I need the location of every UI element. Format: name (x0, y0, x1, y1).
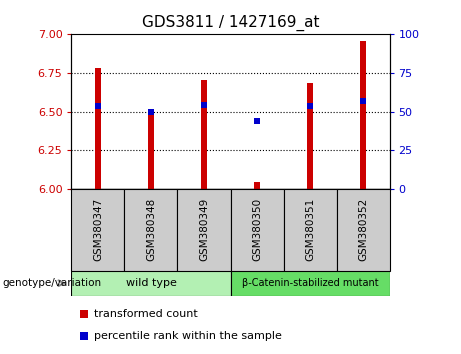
Bar (71, 271, 230, 296)
Text: transformed count: transformed count (94, 308, 197, 319)
Text: GSM380350: GSM380350 (252, 198, 262, 261)
Text: GSM380352: GSM380352 (358, 198, 368, 261)
Bar (177, 189, 230, 271)
Bar (201, 80, 207, 189)
Bar (284, 189, 337, 271)
Bar (71, 189, 124, 271)
Text: β-Catenin-stabilized mutant: β-Catenin-stabilized mutant (242, 278, 378, 288)
Text: wild type: wild type (125, 278, 177, 288)
Text: GSM380348: GSM380348 (146, 198, 156, 261)
Bar (307, 84, 313, 189)
Bar (337, 189, 390, 271)
Bar (230, 271, 390, 296)
Text: percentile rank within the sample: percentile rank within the sample (94, 331, 282, 341)
Bar (124, 189, 177, 271)
Bar (360, 41, 366, 189)
Bar (254, 182, 260, 189)
Bar (95, 68, 101, 189)
Title: GDS3811 / 1427169_at: GDS3811 / 1427169_at (142, 15, 319, 31)
Text: GSM380347: GSM380347 (93, 198, 103, 261)
Bar (148, 112, 154, 189)
Text: GSM380351: GSM380351 (305, 198, 315, 261)
Bar (230, 189, 284, 271)
Text: genotype/variation: genotype/variation (2, 278, 101, 288)
Text: GSM380349: GSM380349 (199, 198, 209, 261)
